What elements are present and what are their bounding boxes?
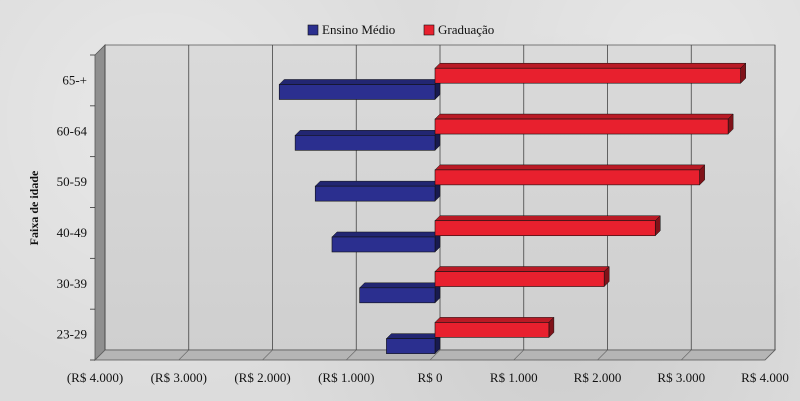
bar-ensino-medio-50-59 [314, 180, 441, 202]
gridlines [94, 45, 776, 361]
y-tick-label: 30-39 [57, 276, 87, 291]
x-tick-label: R$ 0 [418, 370, 443, 385]
bar-ensino-medio-65-+ [278, 78, 441, 101]
gridline-floor [597, 349, 608, 361]
bar-graduacao-65-+ [434, 62, 747, 84]
bar-graduacao-23-29 [434, 316, 555, 338]
gridline-floor [178, 349, 189, 361]
x-tick-label: (R$ 4.000) [67, 370, 123, 385]
bar-ensino-medio-23-29 [385, 333, 441, 355]
x-tick-label: R$ 2.000 [574, 370, 622, 385]
y-tick-label: 40-49 [57, 225, 87, 240]
legend-swatch-ensino-medio [307, 24, 319, 36]
legend-swatch-graduacao [423, 24, 435, 36]
legend: Ensino Médio Graduação [307, 22, 494, 37]
bars [278, 62, 747, 355]
bar-graduacao-60-64 [434, 113, 734, 135]
bar-ensino-medio-30-39 [359, 282, 441, 304]
bar-ensino-medio-60-64 [294, 129, 441, 151]
legend-label-graduacao: Graduação [438, 22, 494, 37]
x-tick-label: (R$ 3.000) [151, 370, 207, 385]
y-tick-label: 65-+ [62, 72, 87, 87]
bar-graduacao-30-39 [434, 265, 610, 288]
bar-ensino-medio-40-49 [331, 231, 441, 253]
legend-label-ensino-medio: Ensino Médio [322, 22, 395, 37]
x-axis-ticks: (R$ 4.000) (R$ 3.000) (R$ 2.000) (R$ 1.000)… [67, 370, 789, 385]
x-tick-label: R$ 4.000 [741, 370, 789, 385]
gridline-floor [346, 349, 357, 361]
gridline-floor [764, 349, 776, 361]
side-wall [94, 44, 106, 361]
gridline-floor [94, 349, 106, 361]
x-tick-label: R$ 3.000 [657, 370, 705, 385]
gridline-floor [429, 349, 441, 361]
y-tick-label: 50-59 [57, 174, 87, 189]
bar-graduacao-40-49 [434, 215, 661, 237]
y-tick-label: 23-29 [57, 327, 87, 342]
x-tick-label: R$ 1.000 [490, 370, 538, 385]
y-axis-ticks: 23-29 30-39 40-49 50-59 60-64 65-+ [57, 54, 95, 361]
x-tick-label: (R$ 2.000) [234, 370, 290, 385]
gridline-floor [262, 349, 273, 361]
y-tick-label: 60-64 [57, 123, 88, 138]
x-tick-label: (R$ 1.000) [318, 370, 374, 385]
gridline-floor [681, 349, 692, 361]
bar-graduacao-50-59 [434, 164, 706, 186]
y-axis-title: Faixa de idade [27, 170, 41, 245]
gridline-floor [513, 349, 524, 361]
